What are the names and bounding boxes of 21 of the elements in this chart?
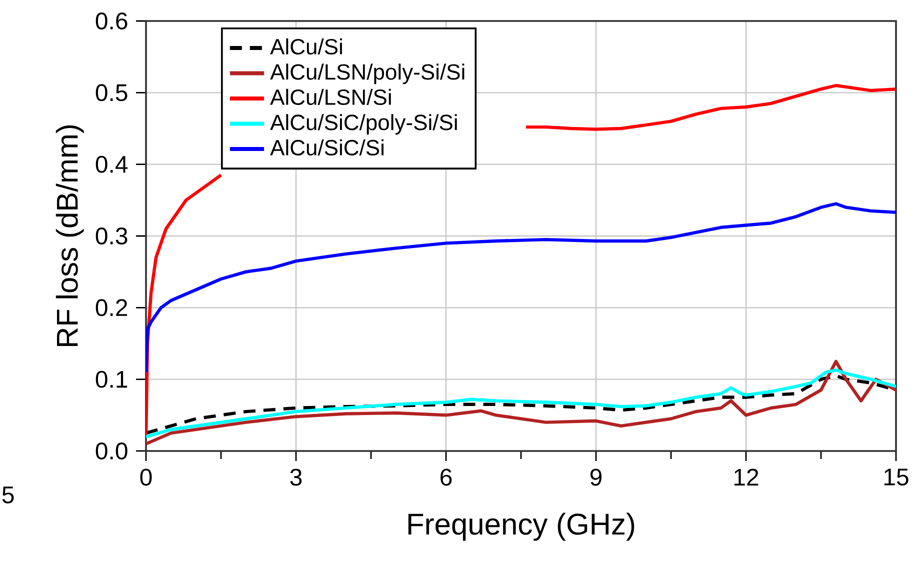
y-axis-title: RF loss (dB/mm) xyxy=(56,125,84,346)
y-tick-label: 0.5 xyxy=(96,84,128,102)
legend-label: AlCu/LSN/poly-Si/Si xyxy=(270,64,464,84)
legend-label: AlCu/SiC/poly-Si/Si xyxy=(270,114,457,135)
y-tick-label: 0.2 xyxy=(96,299,128,316)
y-tick-label: 0.1 xyxy=(96,370,128,388)
legend-label: AlCu/LSN/Si xyxy=(270,88,391,105)
y-tick-label: 0.3 xyxy=(96,228,128,244)
x-tick-label: 9 xyxy=(590,468,602,486)
legend-label: AlCu/Si xyxy=(270,38,342,55)
x-tick-label: 12 xyxy=(734,468,758,486)
y-tick-label: 0.4 xyxy=(96,156,128,173)
x-tick-label: 6 xyxy=(440,468,452,486)
x-tick-label: 3 xyxy=(290,468,302,486)
legend-label: AlCu/SiC/Si xyxy=(270,139,384,156)
text: 5 xyxy=(2,486,14,504)
y-tick-label: 0.6 xyxy=(96,12,128,30)
y-tick-label: 0.0 xyxy=(96,442,128,460)
x-tick-label: 0 xyxy=(140,468,152,486)
x-tick-label: 15 xyxy=(884,468,908,486)
x-axis-title: Frequency (GHz) xyxy=(408,512,634,541)
